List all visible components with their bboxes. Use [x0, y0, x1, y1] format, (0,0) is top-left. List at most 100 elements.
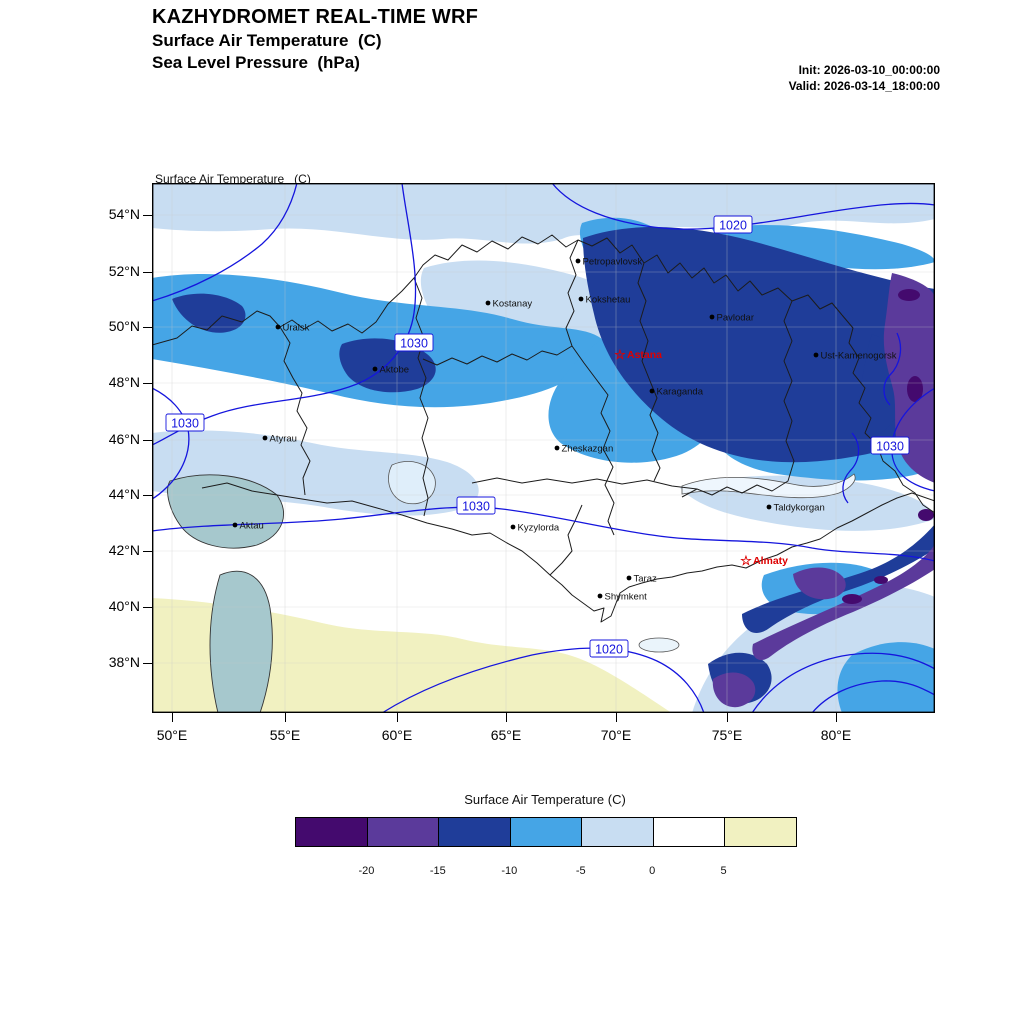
city-label: Taraz [634, 574, 657, 585]
city-dot-icon [709, 314, 715, 320]
lat-tick-label: 40°N [108, 598, 140, 614]
lat-tick [143, 215, 152, 216]
pressure-label: 1030 [456, 496, 496, 515]
pressure-labels-layer: 1020 1030 1030 1030 1030 1020 [165, 215, 910, 658]
lon-tick [616, 713, 617, 722]
city-dot-icon [262, 435, 268, 441]
legend-tick-label: 0 [649, 865, 656, 877]
city-star-icon: ☆ [740, 553, 752, 568]
lat-tick-label: 50°N [108, 318, 140, 334]
temp-field-yellow [152, 598, 672, 713]
legend-tick-label: 5 [720, 865, 727, 877]
city-marker: Ust-Kamenogorsk [813, 351, 897, 362]
city-marker: Pavlodar [709, 313, 754, 324]
lon-tick [727, 713, 728, 722]
valid-time: Valid: 2026-03-14_18:00:00 [788, 79, 940, 94]
lat-tick [143, 495, 152, 496]
weather-map: 1020 1030 1030 1030 1030 1020 Petropavlovsk Ko… [151, 182, 936, 714]
lon-tick-label: 75°E [711, 727, 743, 743]
city-label: Astana [627, 349, 662, 361]
subtitle-temperature: Surface Air Temperature (C) [152, 31, 382, 50]
pressure-label: 1020 [589, 639, 629, 658]
city-dot-icon [275, 324, 281, 330]
lat-tick-label: 54°N [108, 206, 140, 222]
pressure-label: 1030 [165, 413, 205, 432]
city-dot-icon [766, 504, 772, 510]
lat-tick-label: 48°N [108, 374, 140, 390]
map-area: 1020 1030 1030 1030 1030 1020 Petropavlovsk Ko… [151, 182, 936, 714]
init-time: Init: 2026-03-10_00:00:00 [798, 63, 940, 77]
city-dot-icon [485, 300, 491, 306]
city-dot-icon [597, 593, 603, 599]
lat-tick [143, 607, 152, 608]
city-marker: Kyzylorda [510, 523, 560, 534]
pressure-label-text: 1030 [462, 500, 490, 514]
timestamps: Init: 2026-03-10_00:00:00 Valid: 2026-03… [789, 62, 940, 94]
city-marker: Aktobe [372, 365, 409, 376]
lon-tick-label: 80°E [820, 727, 852, 743]
legend-swatch [510, 818, 583, 846]
subtitle-pressure: Sea Level Pressure (hPa) [152, 53, 360, 72]
lat-tick-label: 42°N [108, 542, 140, 558]
city-dot-icon [649, 388, 655, 394]
city-star-icon: ☆ [614, 347, 626, 362]
lat-tick-label: 52°N [108, 263, 140, 279]
city-label: Zheskazgan [562, 444, 614, 455]
city-dot-icon [372, 366, 378, 372]
lat-tick [143, 383, 152, 384]
lon-tick [285, 713, 286, 722]
lake-balkhash [681, 473, 856, 499]
city-label: Shymkent [605, 592, 648, 603]
legend-swatch [367, 818, 440, 846]
legend-swatch [439, 818, 511, 846]
city-marker: Uralsk [275, 323, 310, 334]
map-frame [151, 182, 935, 713]
field-label-temperature: Surface Air Temperature (C) [155, 172, 311, 187]
city-marker: Atyrau [262, 434, 297, 445]
city-marker: Karaganda [649, 387, 704, 398]
city-label: Petropavlovsk [583, 257, 643, 268]
city-marker: ☆ Almaty [740, 553, 788, 568]
lat-tick [143, 663, 152, 664]
pressure-label-text: 1020 [719, 219, 747, 233]
lon-tick [397, 713, 398, 722]
city-label: Almaty [753, 555, 788, 567]
city-dot-icon [626, 575, 632, 581]
city-marker: ☆ Astana [614, 347, 662, 362]
lat-tick-label: 38°N [108, 654, 140, 670]
legend-tick-label: -15 [429, 865, 446, 877]
graticule [152, 183, 935, 713]
lon-tick [836, 713, 837, 722]
city-marker: Zheskazgan [554, 444, 614, 455]
city-dot-icon [578, 296, 584, 302]
pressure-label-text: 1030 [171, 417, 199, 431]
lon-tick [172, 713, 173, 722]
city-label: Uralsk [283, 323, 310, 334]
pressure-label: 1020 [713, 215, 753, 234]
pressure-label-box [870, 436, 910, 455]
city-label: Atyrau [270, 434, 297, 445]
legend-swatch [653, 818, 726, 846]
lat-tick [143, 327, 152, 328]
lat-tick-label: 46°N [108, 431, 140, 447]
lon-tick-label: 65°E [490, 727, 522, 743]
lat-tick-label: 44°N [108, 486, 140, 502]
lon-tick-label: 50°E [156, 727, 188, 743]
city-label: Taldykorgan [774, 503, 825, 514]
temp-field-purple [712, 273, 935, 708]
city-dot-icon [554, 445, 560, 451]
isobars [151, 182, 936, 714]
city-label: Aktau [240, 521, 264, 532]
city-marker: Kokshetau [578, 295, 631, 306]
lon-tick [506, 713, 507, 722]
lat-tick [143, 440, 152, 441]
city-dot-icon [510, 524, 516, 530]
pressure-label-box [713, 215, 753, 234]
city-label: Kokshetau [586, 295, 631, 306]
lon-tick-label: 60°E [381, 727, 413, 743]
city-marker: Shymkent [597, 592, 648, 603]
pressure-label-text: 1030 [400, 337, 428, 351]
header: KAZHYDROMET REAL-TIME WRF Surface Air Te… [152, 6, 478, 73]
city-marker: Aktau [232, 521, 264, 532]
